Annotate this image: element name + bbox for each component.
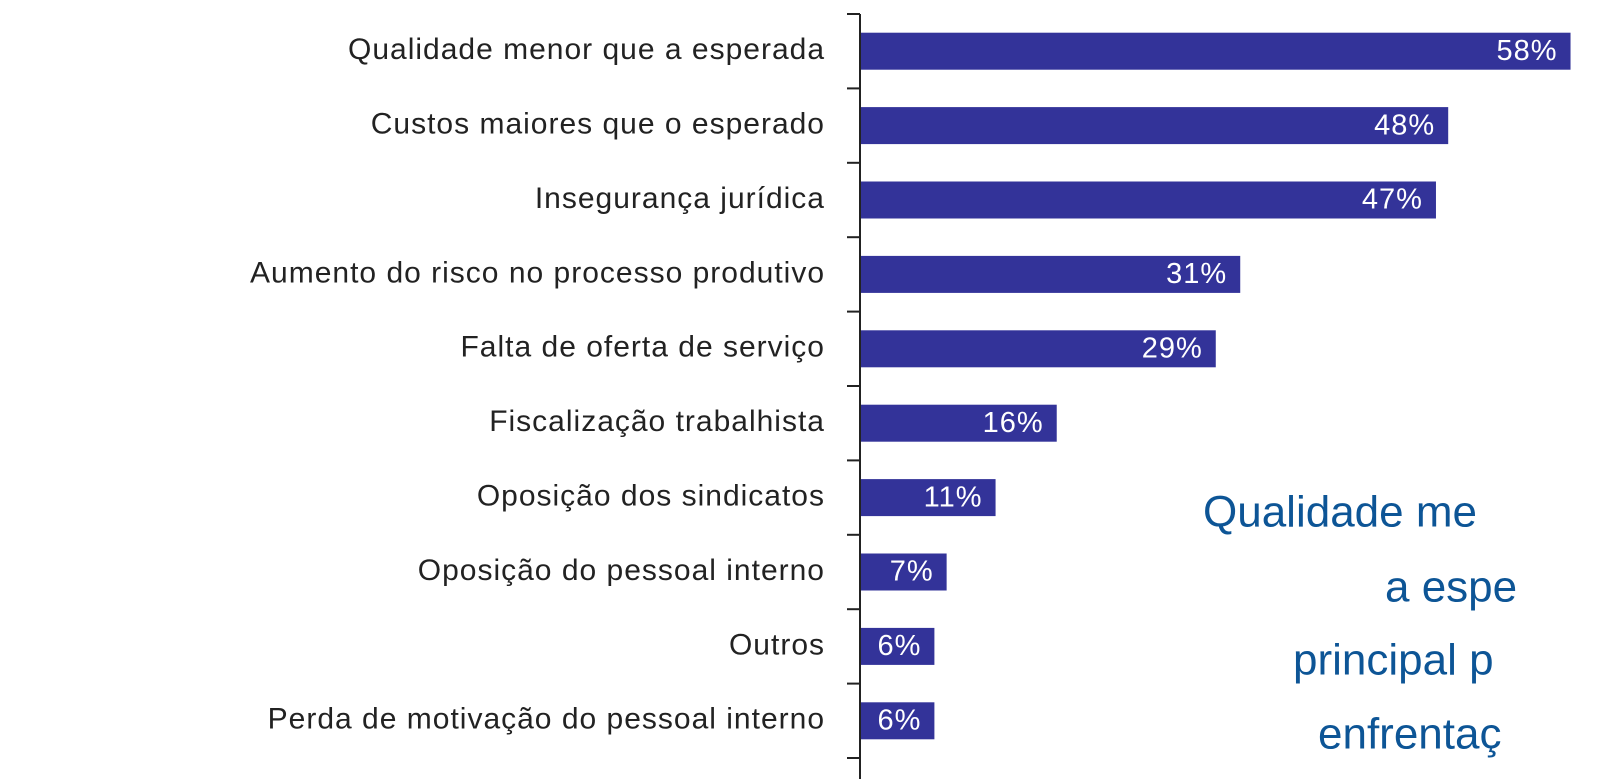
category-label: Insegurança jurídica bbox=[535, 182, 825, 215]
value-label: 6% bbox=[877, 704, 921, 736]
bar bbox=[861, 255, 1241, 293]
value-label: 11% bbox=[924, 481, 983, 513]
value-label: 47% bbox=[1362, 184, 1423, 216]
annotation-line: principal p bbox=[1293, 636, 1494, 685]
value-label: 58% bbox=[1496, 35, 1557, 67]
annotation-line: a espe bbox=[1385, 563, 1517, 612]
category-label: Outros bbox=[729, 628, 825, 661]
bar bbox=[861, 479, 996, 517]
bar bbox=[861, 181, 1436, 219]
bar bbox=[861, 107, 1449, 145]
category-label: Oposição do pessoal interno bbox=[418, 554, 825, 587]
value-label: 16% bbox=[983, 407, 1044, 439]
value-label: 6% bbox=[877, 630, 921, 662]
category-label: Falta de oferta de serviço bbox=[460, 331, 825, 364]
bar bbox=[861, 330, 1216, 368]
category-label: Custos maiores que o esperado bbox=[371, 108, 825, 141]
category-label: Fiscalização trabalhista bbox=[489, 405, 825, 438]
value-label: 29% bbox=[1142, 332, 1203, 364]
value-label: 7% bbox=[890, 556, 934, 588]
annotation-line: Qualidade me bbox=[1203, 488, 1477, 537]
category-label: Qualidade menor que a esperada bbox=[348, 33, 825, 66]
category-label: Perda de motivação do pessoal interno bbox=[268, 703, 825, 736]
bar bbox=[861, 32, 1571, 70]
value-label: 31% bbox=[1166, 258, 1227, 290]
value-label: 48% bbox=[1374, 109, 1435, 141]
annotation-line: enfrentaç bbox=[1318, 710, 1501, 759]
bar bbox=[861, 702, 935, 740]
bar bbox=[861, 404, 1057, 442]
bar bbox=[861, 553, 947, 591]
category-label: Oposição dos sindicatos bbox=[477, 480, 825, 513]
bar bbox=[861, 627, 935, 665]
category-label: Aumento do risco no processo produtivo bbox=[250, 256, 825, 289]
